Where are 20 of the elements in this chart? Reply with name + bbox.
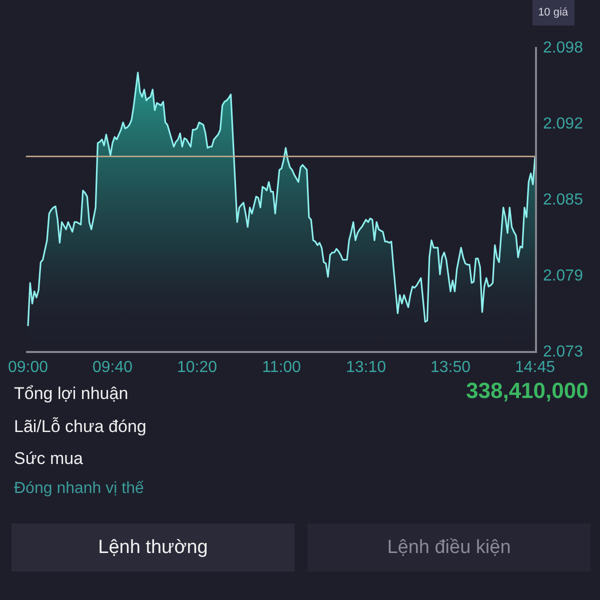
text: Tổng lợi nhuận (14, 384, 128, 403)
x-tick-label: 11:00 (262, 358, 302, 376)
text: Lãi/Lỗ chưa đóng (14, 417, 146, 436)
text: Lệnh điều kiện (387, 537, 511, 558)
y-tick-label: 2.085 (542, 192, 584, 209)
x-tick-label: 13:10 (346, 358, 386, 376)
y-tick-label: 2.098 (542, 40, 584, 57)
text: 338,410,000 (466, 378, 588, 403)
y-tick-label: 2.073 (542, 344, 584, 361)
text: 10 giá (538, 6, 569, 18)
x-tick-label: 09:40 (92, 358, 133, 376)
text: Sức mua (14, 449, 84, 468)
x-tick-label: 13:50 (430, 358, 471, 376)
x-tick-label: 10:20 (176, 358, 218, 376)
x-tick-label: 09:00 (8, 358, 48, 376)
text: Đóng nhanh vị thế (14, 480, 144, 497)
x-tick-label: 14:45 (514, 358, 556, 376)
y-tick-label: 2.092 (542, 116, 584, 133)
text: Lệnh thường (98, 537, 208, 558)
y-tick-label: 2.079 (542, 268, 584, 285)
